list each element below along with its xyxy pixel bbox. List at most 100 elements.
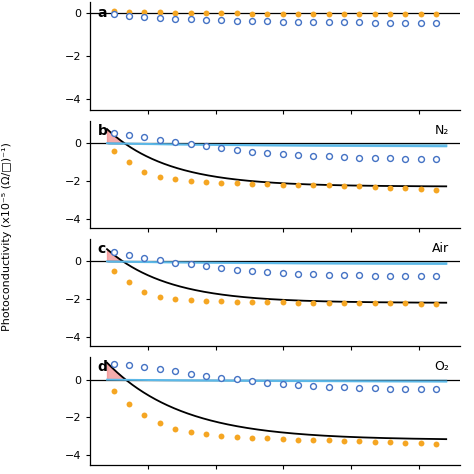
Point: [325, 10, 332, 18]
Point: [187, 140, 194, 148]
Point: [325, 18, 332, 26]
Point: [187, 428, 194, 436]
Point: [356, 182, 363, 190]
Point: [432, 19, 440, 27]
Point: [417, 10, 425, 18]
Point: [417, 186, 425, 193]
Point: [141, 168, 148, 175]
Point: [187, 177, 194, 185]
Point: [432, 10, 440, 18]
Point: [325, 153, 332, 160]
Point: [264, 379, 271, 386]
Point: [325, 271, 332, 278]
Point: [417, 273, 425, 280]
Point: [125, 401, 133, 408]
Point: [310, 152, 317, 160]
Point: [340, 437, 348, 445]
Point: [401, 185, 409, 192]
Point: [417, 300, 425, 308]
Point: [386, 19, 394, 27]
Point: [233, 266, 240, 273]
Point: [401, 19, 409, 27]
Point: [202, 16, 210, 24]
Point: [233, 146, 240, 154]
Point: [417, 385, 425, 393]
Point: [340, 10, 348, 18]
Point: [264, 149, 271, 157]
Point: [218, 432, 225, 440]
Point: [325, 181, 332, 189]
Point: [310, 436, 317, 444]
Point: [218, 9, 225, 17]
Point: [294, 10, 302, 18]
Text: O₂: O₂: [434, 360, 449, 373]
Point: [248, 17, 255, 25]
Point: [125, 131, 133, 138]
Point: [417, 439, 425, 447]
Point: [310, 10, 317, 18]
Point: [356, 300, 363, 307]
Point: [371, 384, 378, 392]
Point: [279, 181, 286, 189]
Point: [294, 18, 302, 26]
Point: [279, 10, 286, 18]
Point: [310, 270, 317, 278]
Point: [202, 142, 210, 150]
Point: [125, 12, 133, 19]
Point: [110, 360, 118, 367]
Point: [156, 256, 164, 264]
Point: [156, 293, 164, 301]
Point: [401, 272, 409, 280]
Point: [233, 433, 240, 441]
Point: [371, 19, 378, 27]
Point: [356, 272, 363, 279]
Point: [110, 129, 118, 137]
Point: [202, 430, 210, 438]
Point: [125, 278, 133, 286]
Point: [371, 183, 378, 191]
Point: [294, 151, 302, 159]
Point: [172, 175, 179, 183]
Point: [125, 158, 133, 166]
Point: [371, 272, 378, 279]
Point: [371, 154, 378, 162]
Point: [340, 299, 348, 307]
Text: Air: Air: [431, 242, 449, 255]
Point: [279, 435, 286, 443]
Point: [340, 182, 348, 190]
Point: [386, 385, 394, 392]
Point: [187, 16, 194, 23]
Point: [202, 372, 210, 380]
Point: [325, 383, 332, 391]
Point: [264, 435, 271, 442]
Point: [172, 9, 179, 17]
Point: [248, 180, 255, 188]
Point: [264, 180, 271, 188]
Point: [248, 10, 255, 18]
Point: [279, 269, 286, 277]
Point: [172, 295, 179, 303]
Point: [110, 10, 118, 18]
Point: [417, 19, 425, 27]
Point: [371, 10, 378, 18]
Point: [156, 419, 164, 427]
Point: [248, 434, 255, 442]
Point: [156, 173, 164, 181]
Text: d: d: [98, 360, 107, 374]
Point: [310, 383, 317, 390]
Point: [401, 10, 409, 18]
Point: [110, 8, 118, 15]
Point: [294, 181, 302, 189]
Point: [340, 18, 348, 26]
Point: [386, 10, 394, 18]
Point: [264, 18, 271, 25]
Point: [294, 382, 302, 389]
Point: [125, 251, 133, 258]
Point: [386, 438, 394, 446]
Point: [141, 412, 148, 419]
Point: [233, 17, 240, 25]
Point: [432, 273, 440, 280]
Point: [172, 138, 179, 146]
Point: [401, 300, 409, 307]
Point: [356, 10, 363, 18]
